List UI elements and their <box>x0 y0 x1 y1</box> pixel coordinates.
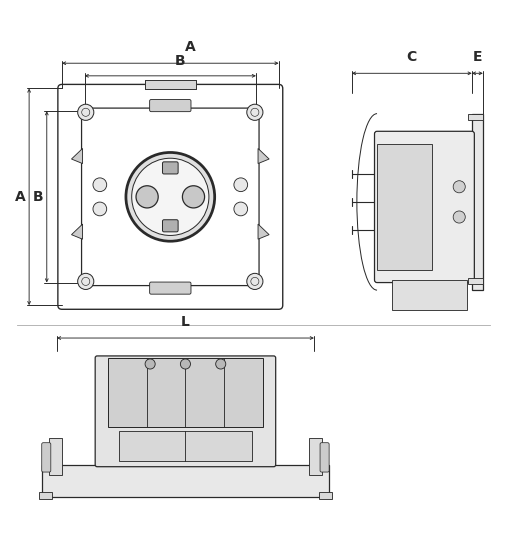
Bar <box>468 278 483 284</box>
Circle shape <box>180 359 191 369</box>
Circle shape <box>93 178 106 191</box>
Bar <box>392 280 467 310</box>
Circle shape <box>234 178 247 191</box>
Circle shape <box>145 359 155 369</box>
Bar <box>108 358 263 427</box>
FancyBboxPatch shape <box>150 282 191 294</box>
Circle shape <box>132 158 209 235</box>
Circle shape <box>136 186 158 208</box>
Circle shape <box>453 181 465 193</box>
Polygon shape <box>71 148 83 163</box>
Circle shape <box>247 104 263 120</box>
FancyBboxPatch shape <box>162 162 178 174</box>
Circle shape <box>234 202 247 216</box>
Text: L: L <box>181 315 190 329</box>
FancyBboxPatch shape <box>162 220 178 232</box>
Text: B: B <box>175 54 186 68</box>
Bar <box>145 80 196 90</box>
FancyBboxPatch shape <box>95 356 276 467</box>
Text: B: B <box>32 190 43 204</box>
Bar <box>39 492 52 499</box>
Bar <box>119 431 251 461</box>
Bar <box>377 144 432 270</box>
Circle shape <box>215 359 226 369</box>
Circle shape <box>247 273 263 289</box>
FancyBboxPatch shape <box>150 100 191 112</box>
Polygon shape <box>258 224 269 239</box>
Bar <box>42 465 329 497</box>
Bar <box>472 114 483 290</box>
Polygon shape <box>71 224 83 239</box>
FancyBboxPatch shape <box>320 443 329 472</box>
Circle shape <box>183 186 205 208</box>
Polygon shape <box>258 148 269 163</box>
Bar <box>145 80 196 90</box>
Bar <box>319 492 332 499</box>
Circle shape <box>78 273 94 289</box>
Circle shape <box>453 211 465 223</box>
Bar <box>468 114 483 120</box>
Text: C: C <box>407 50 417 64</box>
Bar <box>309 438 321 475</box>
Circle shape <box>126 152 214 241</box>
FancyBboxPatch shape <box>375 131 475 283</box>
Text: A: A <box>185 40 196 54</box>
FancyBboxPatch shape <box>42 443 51 472</box>
Bar <box>49 438 62 475</box>
Circle shape <box>78 104 94 120</box>
Circle shape <box>93 202 106 216</box>
Text: E: E <box>473 50 482 64</box>
Text: A: A <box>15 190 25 204</box>
